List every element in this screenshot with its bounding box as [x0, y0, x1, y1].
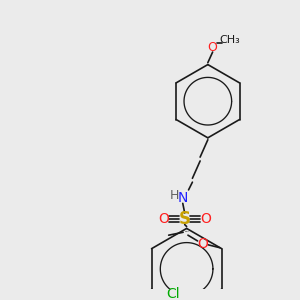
Text: ethoxy: ethoxy — [185, 231, 190, 232]
Text: Cl: Cl — [166, 287, 180, 300]
Text: O: O — [197, 237, 208, 251]
Text: N: N — [178, 190, 188, 205]
Text: H: H — [169, 189, 179, 202]
Text: CH₃: CH₃ — [220, 34, 240, 44]
Text: O: O — [158, 212, 169, 226]
Text: O: O — [200, 212, 211, 226]
Text: S: S — [179, 210, 191, 228]
Text: O: O — [208, 41, 218, 54]
